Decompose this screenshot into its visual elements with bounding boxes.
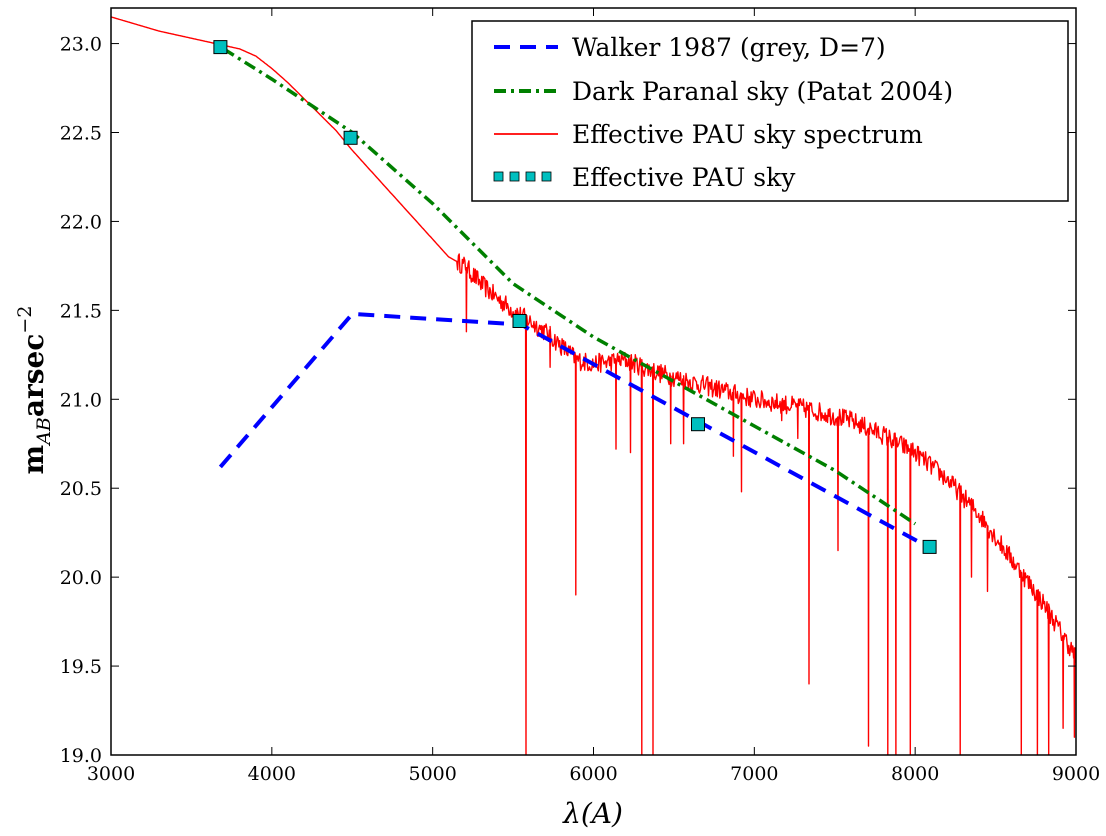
x-tick-label: 6000 (569, 763, 617, 785)
x-tick-label: 4000 (248, 763, 296, 785)
y-tick-label: 19.0 (60, 745, 102, 767)
y-label-base: m (17, 445, 50, 475)
series-markers-pau-sky (213, 40, 937, 554)
legend-label-walker: Walker 1987 (grey, D=7) (572, 33, 886, 62)
y-label-unit: arsec (17, 334, 50, 418)
legend-marker-3 (525, 171, 536, 182)
y-tick-label: 20.5 (60, 478, 102, 500)
data-point-pau-sky (922, 539, 937, 554)
data-point-pau-sky (512, 314, 527, 328)
data-point-pau-sky (213, 40, 228, 55)
x-tick-label: 7000 (730, 763, 778, 785)
x-tick-label: 8000 (891, 763, 939, 785)
y-tick-label: 19.5 (60, 656, 102, 678)
y-label-sub: AB (33, 417, 55, 447)
legend-marker-1 (493, 171, 504, 182)
y-tick-label: 22.5 (60, 123, 102, 145)
y-tick-label: 20.0 (60, 567, 102, 589)
series-line-walker (218, 311, 933, 551)
legend: Walker 1987 (grey, D=7) Dark Paranal sky… (471, 20, 1069, 202)
data-point-pau-sky (691, 417, 705, 432)
x-tick-label: 5000 (408, 763, 456, 785)
y-axis-label: mABarsec−2 (14, 306, 55, 475)
y-tick-label: 21.5 (60, 300, 102, 322)
axis-ticks: 3000 4000 5000 6000 7000 8000 9000 19.0 19.5 20.0… (60, 8, 1100, 785)
legend-label-pau-sky: Effective PAU sky (572, 163, 796, 192)
legend-marker-2 (509, 171, 520, 182)
y-tick-label: 22.0 (60, 211, 102, 233)
legend-swatch-pau-sky (493, 171, 552, 182)
legend-label-pau-spectrum: Effective PAU sky spectrum (572, 120, 923, 149)
legend-marker-4 (541, 171, 552, 182)
legend-label-paranal: Dark Paranal sky (Patat 2004) (572, 77, 953, 106)
data-point-pau-sky (343, 130, 358, 145)
x-tick-label: 3000 (87, 763, 135, 785)
plot-area (111, 16, 1076, 755)
series-line-pau-spectrum (111, 16, 1076, 755)
y-tick-label: 23.0 (60, 34, 102, 56)
y-label-sup: −2 (14, 306, 36, 334)
x-tick-label: 9000 (1052, 763, 1100, 785)
y-tick-label: 21.0 (60, 389, 102, 411)
series-line-paranal (222, 47, 917, 526)
legend-box (471, 20, 1069, 202)
x-axis-label: λ(A) (562, 797, 623, 830)
